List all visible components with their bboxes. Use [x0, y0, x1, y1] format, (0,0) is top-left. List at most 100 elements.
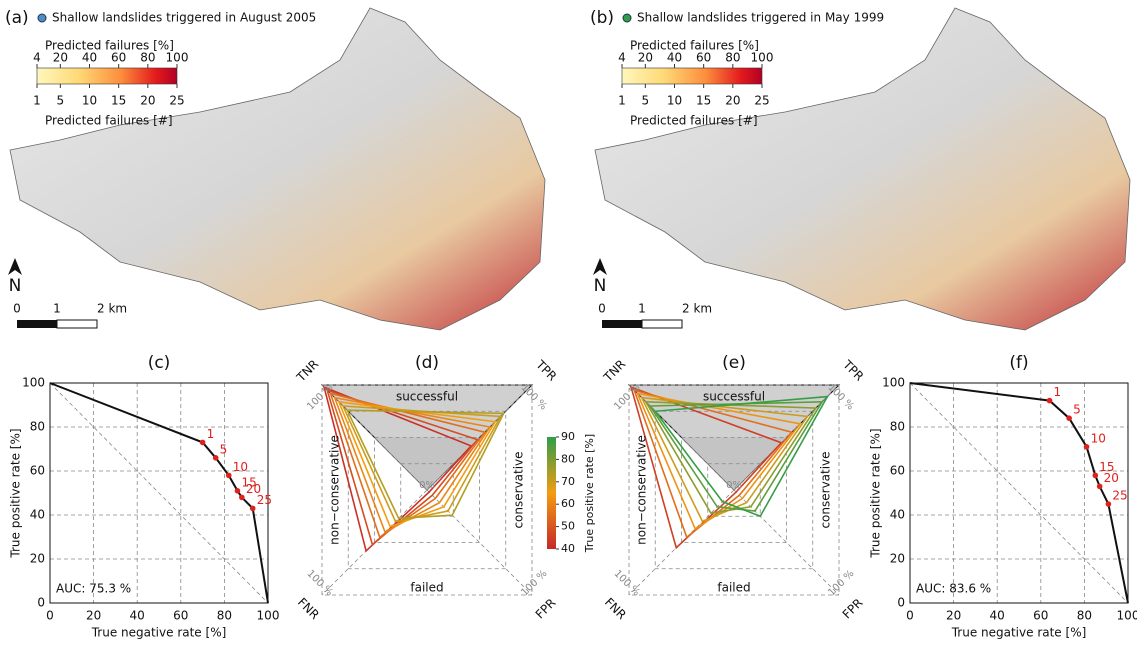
x-tick-label: 40 [130, 609, 145, 623]
axis-label: FPR [840, 596, 866, 622]
tick-label: 10 [82, 94, 97, 108]
threshold-point [239, 495, 245, 501]
y-tick-label: 60 [30, 464, 45, 478]
tick-label: 4 [33, 51, 41, 65]
threshold-point [1106, 501, 1112, 507]
tick-label: 80 [140, 51, 155, 65]
scale-label: 0 [13, 302, 21, 316]
scale-label: 2 km [97, 302, 127, 316]
axis-label: TPR [840, 357, 867, 384]
x-tick-label: 20 [86, 609, 101, 623]
threshold-point [250, 506, 256, 512]
x-tick-label: 20 [946, 609, 961, 623]
threshold-point [226, 473, 232, 479]
x-tick-label: 60 [1033, 609, 1048, 623]
colorbar-title: Predicted failures [#] [45, 114, 173, 128]
legend-text: Shallow landslides triggered in August 2… [52, 11, 316, 25]
tick-label: 20 [53, 51, 68, 65]
tick-label: 20 [140, 94, 155, 108]
threshold-label: 10 [1091, 431, 1106, 445]
scale-bar [602, 320, 642, 328]
tick-label: 1 [33, 94, 41, 108]
x-tick-label: 100 [1117, 609, 1137, 623]
colorbar-title: Predicted failures [#] [630, 114, 758, 128]
chart-title: (c) [148, 353, 171, 373]
tick-label: 90 [561, 430, 575, 443]
x-tick-label: 0 [46, 609, 54, 623]
tick-label: 25 [754, 94, 769, 108]
panel-label: (e) [722, 353, 746, 373]
axis-max-label: 100 % [612, 568, 642, 598]
tick-label: 40 [667, 51, 682, 65]
tick-label: 15 [696, 94, 711, 108]
tick-label: 4 [618, 51, 626, 65]
y-tick-label: 20 [890, 552, 905, 566]
x-tick-label: 60 [173, 609, 188, 623]
axis-label: FPR [533, 596, 559, 622]
x-tick-label: 40 [990, 609, 1005, 623]
threshold-label: 10 [233, 460, 248, 474]
center-label: 0% [419, 480, 435, 491]
tick-label: 50 [561, 520, 575, 533]
threshold-label: 25 [1112, 489, 1127, 503]
legend-dot [38, 14, 46, 22]
north-arrow [8, 258, 22, 275]
threshold-point [235, 488, 241, 494]
colorbar-title: True positive rate [%] [583, 434, 596, 553]
threshold-label: 1 [207, 427, 215, 441]
threshold-point [1093, 473, 1099, 479]
tick-label: 1 [618, 94, 626, 108]
y-axis-label: True positive rate [%] [869, 428, 883, 558]
axis-max-label: 100 % [826, 382, 856, 412]
axis-max-label: 100 % [826, 568, 856, 598]
axis-label: TNR [600, 357, 628, 385]
y-axis-label: True positive rate [%] [9, 428, 23, 558]
axis-max-label: 100 % [305, 568, 335, 598]
axis-max-label: 100 % [612, 382, 642, 412]
tick-label: 80 [725, 51, 740, 65]
zone-label: non−conservative [328, 435, 342, 545]
threshold-label: 20 [1104, 471, 1119, 485]
threshold-label: 5 [220, 442, 228, 456]
north-label: N [9, 276, 22, 296]
tick-label: 40 [82, 51, 97, 65]
zone-label: non−conservative [635, 435, 649, 545]
legend-text: Shallow landslides triggered in May 1999 [637, 11, 884, 25]
threshold-label: 1 [1054, 385, 1062, 399]
x-axis-label: True negative rate [%] [951, 626, 1087, 640]
tick-label: 80 [561, 452, 575, 465]
reference-line [910, 383, 1128, 603]
zone-label: failed [717, 581, 750, 595]
threshold-label: 5 [1073, 403, 1081, 417]
tick-label: 70 [561, 475, 575, 488]
tick-label: 20 [725, 94, 740, 108]
threshold-point [1097, 484, 1103, 490]
zone-label: conservative [819, 451, 833, 528]
x-tick-label: 80 [217, 609, 232, 623]
tick-label: 5 [57, 94, 65, 108]
tick-label: 100 [751, 51, 774, 65]
tick-label: 100 [166, 51, 189, 65]
figure: (a)Shallow landslides triggered in Augus… [0, 0, 1137, 646]
tick-label: 60 [111, 51, 126, 65]
axis-max-label: 100 % [519, 382, 549, 412]
scale-bar [17, 320, 57, 328]
threshold-point [1084, 444, 1090, 450]
zone-label: conservative [512, 451, 526, 528]
tick-label: 20 [638, 51, 653, 65]
zone-label: successful [396, 390, 458, 404]
tick-label: 60 [696, 51, 711, 65]
axis-label: TPR [533, 357, 560, 384]
tick-label: 40 [561, 542, 575, 555]
annotation: AUC: 83.6 % [916, 582, 991, 596]
y-tick-label: 0 [37, 596, 45, 610]
legend-dot [623, 14, 631, 22]
reference-line [50, 383, 268, 603]
y-tick-label: 60 [890, 464, 905, 478]
tick-label: 25 [169, 94, 184, 108]
y-tick-label: 40 [30, 508, 45, 522]
colorbar [37, 68, 177, 84]
colorbar [622, 68, 762, 84]
tick-label: 5 [642, 94, 650, 108]
x-tick-label: 100 [257, 609, 280, 623]
